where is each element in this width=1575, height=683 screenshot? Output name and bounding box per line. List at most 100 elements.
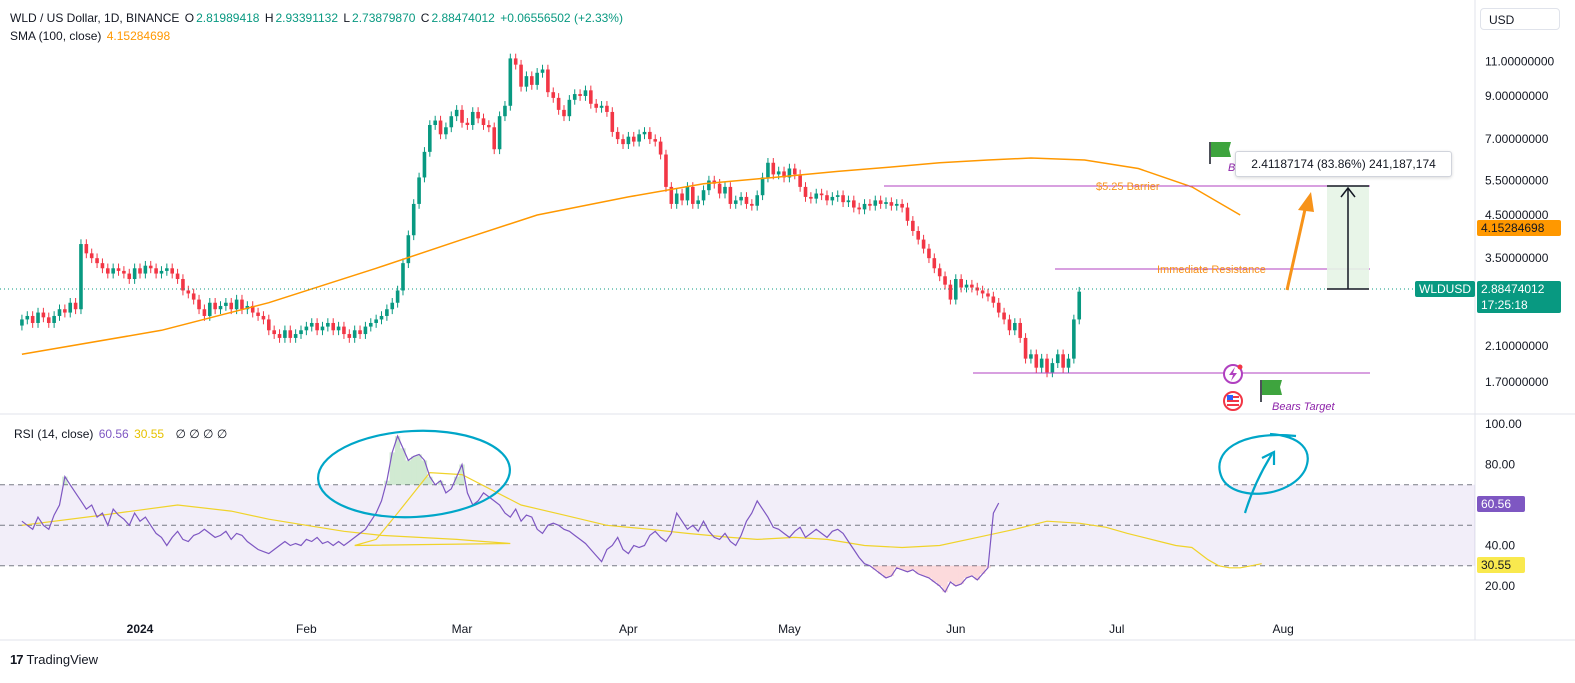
candle-body bbox=[390, 302, 395, 310]
candle-body bbox=[428, 125, 432, 152]
candle-body bbox=[487, 125, 491, 128]
sma-legend[interactable]: SMA (100, close) 4.15284698 bbox=[10, 28, 172, 44]
candle-body bbox=[1007, 319, 1012, 331]
candle-body bbox=[755, 195, 760, 206]
candle-body bbox=[658, 141, 663, 155]
candle-body bbox=[1018, 322, 1022, 338]
candle-body bbox=[551, 92, 556, 98]
rsi-legend[interactable]: RSI (14, close) 60.56 30.55 ∅ ∅ ∅ ∅ bbox=[14, 426, 229, 442]
symbol-tag: WLDUSD bbox=[1415, 281, 1476, 297]
candle-body bbox=[943, 276, 947, 285]
candle-body bbox=[524, 76, 529, 87]
candle-body bbox=[84, 244, 89, 254]
open-value: 2.81989418 bbox=[196, 11, 260, 25]
flag-bears-icon[interactable] bbox=[1260, 380, 1282, 402]
candle-body bbox=[680, 193, 684, 201]
time-tick-label: Jun bbox=[946, 622, 965, 636]
candle-body bbox=[637, 134, 641, 142]
candle-body bbox=[224, 302, 228, 306]
candle-body bbox=[100, 263, 105, 269]
candle-body bbox=[358, 330, 362, 335]
rsi-highlight-circle-jul[interactable] bbox=[1218, 432, 1309, 495]
candle-body bbox=[1034, 354, 1039, 368]
candle-body bbox=[326, 322, 330, 327]
candle-body bbox=[674, 193, 679, 204]
candle-body bbox=[583, 90, 588, 96]
candle-body bbox=[841, 195, 845, 203]
lightning-event-icon[interactable] bbox=[1223, 364, 1243, 384]
candle-body bbox=[470, 111, 475, 126]
time-tick-label: Feb bbox=[296, 622, 317, 636]
candle-body bbox=[315, 322, 319, 331]
flag-b-icon[interactable] bbox=[1209, 142, 1231, 164]
currency-button[interactable]: USD bbox=[1480, 8, 1560, 30]
candle-body bbox=[1002, 312, 1006, 320]
candle-body bbox=[792, 168, 797, 175]
candle-body bbox=[207, 302, 212, 316]
barrier-label: $5.25 Barrier bbox=[1096, 181, 1160, 193]
candle-body bbox=[889, 202, 894, 206]
rsi-tick-label: 80.00 bbox=[1485, 458, 1515, 472]
candle-body bbox=[218, 305, 223, 310]
candle-body bbox=[170, 268, 175, 274]
sma-label: SMA (100, close) bbox=[10, 29, 102, 43]
candle-body bbox=[894, 203, 899, 206]
candle-body bbox=[444, 127, 448, 135]
candle-body bbox=[556, 97, 561, 110]
symbol-title[interactable]: WLD / US Dollar, 1D, BINANCE bbox=[10, 11, 180, 25]
candle-body bbox=[401, 263, 405, 291]
rsi-tick-label: 100.00 bbox=[1485, 417, 1522, 431]
rsi-highlight-circle-feb[interactable] bbox=[316, 426, 512, 522]
flag-b-label: B bbox=[1228, 162, 1235, 174]
measure-readout[interactable]: 2.41187174 (83.86%) 241,187,174 bbox=[1235, 151, 1452, 177]
rsi-line[interactable] bbox=[21, 434, 1000, 594]
price-tick-label: 9.00000000 bbox=[1485, 89, 1549, 103]
candle-body bbox=[830, 196, 835, 201]
candle-body bbox=[1050, 363, 1055, 373]
candle-body bbox=[63, 309, 67, 313]
rsi-extra-values: ∅ ∅ ∅ ∅ bbox=[175, 427, 228, 441]
candle-body bbox=[884, 202, 888, 204]
candle-body bbox=[181, 279, 185, 291]
candle-body bbox=[234, 299, 239, 310]
candle-body bbox=[878, 200, 883, 204]
candle-body bbox=[213, 302, 217, 310]
us-flag-event-icon[interactable] bbox=[1223, 391, 1243, 411]
bullish-arrow[interactable] bbox=[1285, 204, 1308, 291]
candle-body bbox=[293, 334, 298, 338]
candle-body bbox=[852, 200, 856, 208]
candle-body bbox=[379, 315, 384, 320]
candle-body bbox=[105, 268, 110, 274]
candle-body bbox=[1066, 358, 1071, 368]
rsi-ma-line[interactable] bbox=[21, 471, 1262, 569]
candle-body bbox=[342, 326, 346, 335]
candle-body bbox=[127, 273, 132, 280]
candle-body bbox=[739, 196, 743, 201]
candle-body bbox=[422, 151, 427, 178]
candle-body bbox=[89, 253, 94, 259]
candle-body bbox=[57, 309, 62, 316]
candle-body bbox=[395, 290, 400, 303]
candle-body bbox=[562, 109, 566, 117]
candle-body bbox=[771, 162, 776, 175]
rsi-hand-arrow[interactable] bbox=[1243, 450, 1276, 514]
candle-body bbox=[953, 279, 958, 300]
price-tick-label: 1.70000000 bbox=[1485, 375, 1549, 389]
candle-body bbox=[191, 293, 196, 300]
rsi-label: RSI (14, close) bbox=[14, 427, 94, 441]
candle-body bbox=[95, 258, 99, 264]
candle-body bbox=[508, 58, 513, 106]
sma-line[interactable] bbox=[21, 157, 1241, 356]
candle-body bbox=[927, 248, 931, 259]
candle-body bbox=[605, 105, 609, 112]
tradingview-mark-icon: 17 bbox=[10, 652, 24, 667]
last-price-tag: 2.88474012 bbox=[1477, 281, 1561, 297]
candle-body bbox=[202, 309, 207, 316]
candle-body bbox=[728, 186, 733, 204]
candle-body bbox=[621, 139, 625, 145]
candle-body bbox=[733, 200, 738, 204]
rsi-tick-label: 20.00 bbox=[1485, 579, 1515, 593]
tradingview-logo[interactable]: 17 TradingView bbox=[10, 652, 98, 667]
